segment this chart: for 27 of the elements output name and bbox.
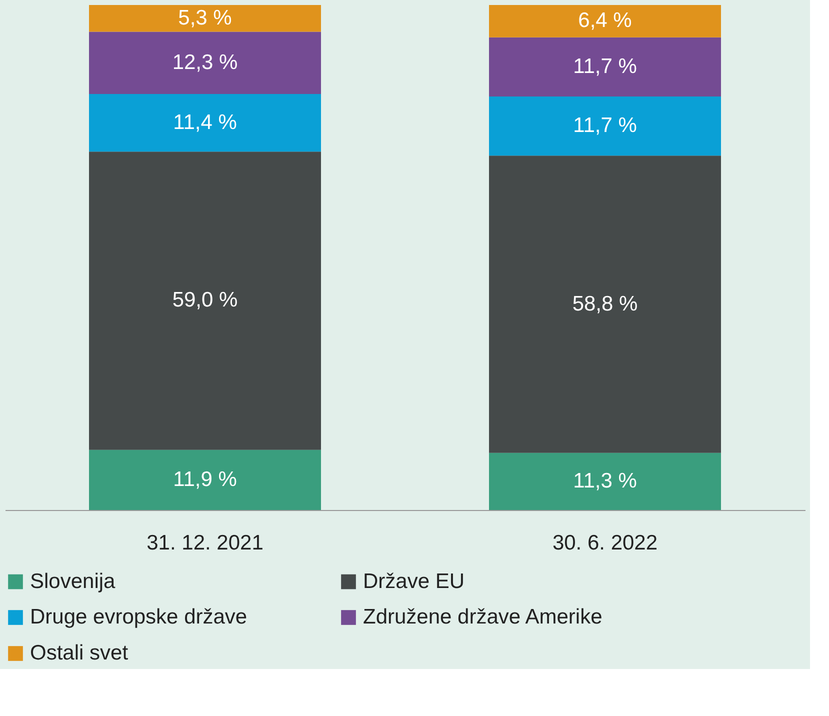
data-label: 6,4 % [578, 9, 632, 32]
legend-label: Ostali svet [30, 642, 128, 664]
data-label: 11,3 % [573, 469, 637, 492]
legend-label: Združene države Amerike [363, 606, 602, 628]
data-label: 11,4 % [173, 110, 237, 134]
data-label: 11,7 % [573, 54, 637, 78]
bar [489, 96, 721, 156]
legend-label: Slovenija [30, 570, 116, 593]
x-tick-label: 30. 6. 2022 [552, 532, 658, 554]
bar [89, 152, 321, 450]
data-label: 59,0 % [172, 288, 238, 312]
bar [89, 450, 321, 510]
bar [489, 5, 721, 38]
bar [489, 156, 721, 453]
bar [89, 94, 321, 152]
bar [89, 5, 321, 32]
legend-label: Druge evropske države [30, 606, 248, 628]
x-tick-label: 31. 12. 2021 [146, 532, 264, 554]
data-label: 12,3 % [172, 50, 238, 74]
data-label: 5,3 % [178, 6, 232, 30]
data-label: 58,8 % [572, 292, 638, 316]
bar [89, 32, 321, 94]
data-label: 11,7 % [573, 114, 637, 138]
bar [489, 452, 721, 510]
bar [489, 37, 721, 96]
data-label: 11,9 % [173, 468, 237, 491]
legend-label: Države EU [363, 570, 465, 593]
